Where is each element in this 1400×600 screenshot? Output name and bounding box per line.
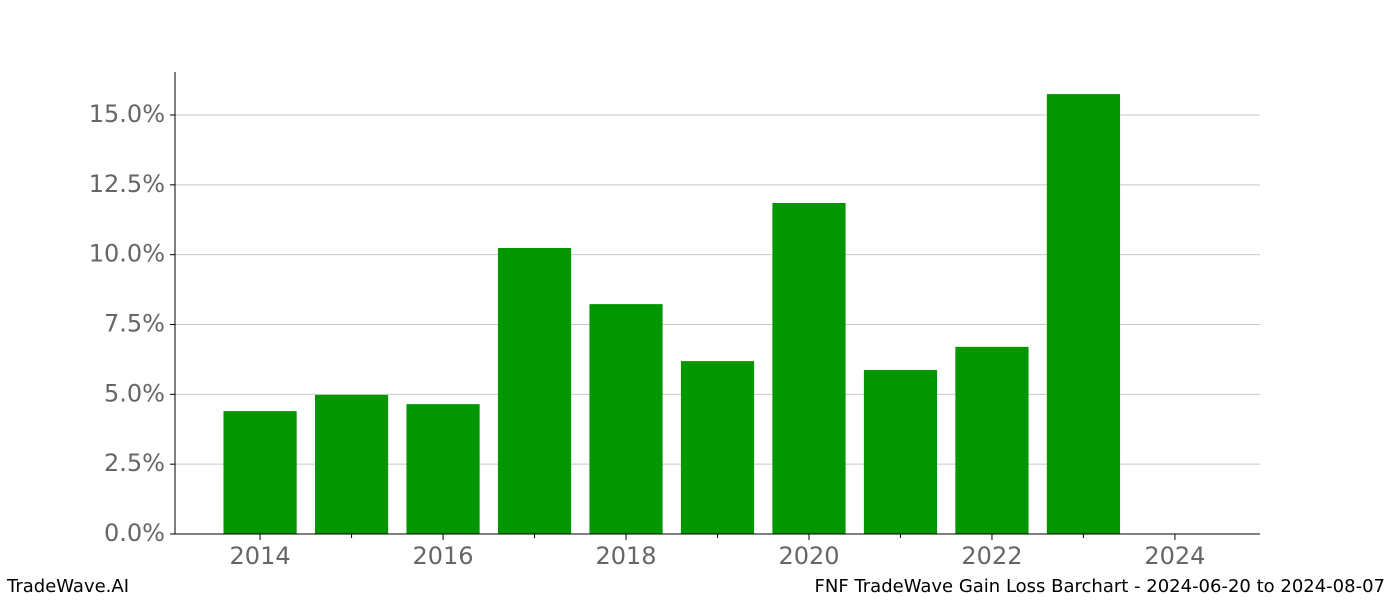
x-tick-label: 2022 [961, 542, 1022, 570]
y-tick-label: 2.5% [104, 449, 165, 477]
bar [772, 203, 846, 534]
y-tick-label: 15.0% [89, 100, 165, 128]
bar [955, 346, 1029, 534]
bar [589, 304, 663, 534]
x-tick-label: 2018 [595, 542, 656, 570]
x-tick-label: 2024 [1144, 542, 1205, 570]
y-tick-label: 0.0% [104, 519, 165, 547]
x-tick-label: 2014 [230, 542, 291, 570]
bar [497, 247, 572, 535]
y-tick-label: 7.5% [104, 310, 165, 338]
x-tick-label: 2020 [778, 542, 839, 570]
bar [406, 404, 480, 534]
y-tick-label: 5.0% [104, 379, 165, 407]
bar [680, 361, 755, 534]
footer-right: FNF TradeWave Gain Loss Barchart - 2024-… [815, 576, 1385, 597]
bar [314, 394, 389, 534]
bar [863, 370, 938, 534]
x-tick-label: 2016 [413, 542, 474, 570]
y-tick-label: 10.0% [89, 240, 165, 268]
y-tick-label: 12.5% [89, 170, 165, 198]
footer-left: TradeWave.AI [6, 576, 129, 597]
bar [1046, 94, 1121, 535]
bar [223, 411, 297, 534]
